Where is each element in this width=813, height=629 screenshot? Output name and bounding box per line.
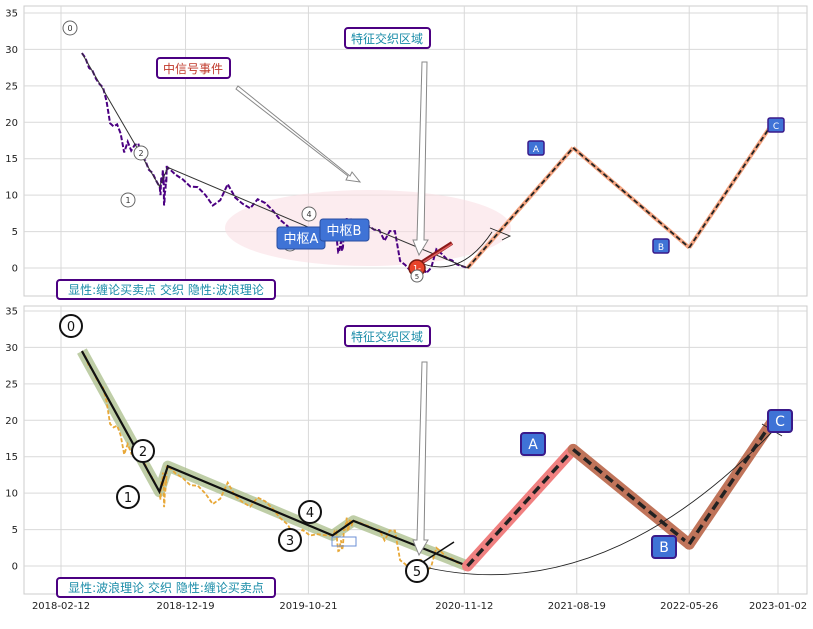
pivot-label-1: 1 [120,192,136,208]
y-tick-label: 0 [12,562,18,573]
swoosh-curve [419,431,773,576]
buy-point-label: 1- [413,264,421,273]
svg-text:A: A [533,145,540,155]
center-box-bottom [331,536,357,547]
x-tick-label: 2020-11-12 [435,601,493,612]
projection-label-c-bottom: C [767,409,793,433]
svg-text:5: 5 [413,565,421,580]
y-tick-label: 35 [5,9,18,20]
arc-tail [489,227,512,241]
x-tick-label: 2023-01-02 [749,601,807,612]
y-tick-label: 30 [5,343,18,354]
projection-segment [688,125,772,249]
pivot-label-0: 0 [62,20,78,36]
y-tick-label: 15 [5,452,18,463]
svg-text:显性:波浪理论 交织 隐性:缠论买卖点: 显性:波浪理论 交织 隐性:缠论买卖点 [68,580,264,595]
pivot-label-5: 5 [410,269,424,283]
pivot-label-5-bottom: 5 [405,559,429,583]
projection-segment [572,147,690,249]
zone-arrow-bottom [412,361,429,557]
x-tick-label: 2021-08-19 [548,601,606,612]
svg-text:1: 1 [124,491,132,506]
impulse-tick [419,541,455,565]
x-tick-label: 2022-05-26 [660,601,718,612]
feature-zone-label-top: 特征交织区域 [344,27,431,49]
pivot-label-2: 2 [133,145,149,161]
svg-text:2: 2 [139,445,147,460]
svg-text:5: 5 [415,273,419,281]
y-tick-label: 10 [5,191,18,202]
projection-segment [572,448,691,546]
svg-text:0: 0 [67,24,72,33]
projection-label-b-top: B [652,238,670,254]
zone-arrow-top [412,61,429,257]
svg-text:0: 0 [67,320,75,335]
projection-label-b-bottom: B [651,535,677,559]
feature-zone-label-bottom: 特征交织区域 [344,325,431,347]
wave-line-bottom [80,350,468,568]
projection-label-a-bottom: A [520,432,546,456]
y-tick-label: 20 [5,416,18,427]
svg-text:4: 4 [306,210,311,219]
svg-text:中枢B: 中枢B [327,224,362,239]
y-tick-label: 5 [12,227,18,238]
pivot-label-3-bottom: 3 [278,528,302,552]
x-tick-label: 2018-12-19 [156,601,214,612]
projection-label-a-top: A [527,140,545,156]
center-box-a: 中枢A [276,226,326,250]
wave-line [80,350,468,568]
footer-label-bottom: 显性:波浪理论 交织 隐性:缠论买卖点 [56,577,276,598]
svg-text:中枢A: 中枢A [284,232,319,247]
projection-label-c-top: C [767,117,785,133]
svg-text:A: A [528,437,538,453]
wave-line-top [81,52,468,269]
y-ticks-bottom: 0 5 10 15 20 25 30 35 [5,307,18,573]
svg-text:特征交织区域: 特征交织区域 [351,329,423,344]
svg-text:显性:缠论买卖点 交织 隐性:波浪理论: 显性:缠论买卖点 交织 隐性:波浪理论 [68,282,264,297]
svg-text:4: 4 [306,506,314,521]
svg-text:2: 2 [138,149,143,158]
x-tick-label: 2019-10-21 [279,601,337,612]
y-tick-label: 35 [5,307,18,318]
projection-segment [687,422,773,546]
y-tick-label: 5 [12,525,18,536]
y-tick-label: 10 [5,489,18,500]
svg-text:B: B [659,540,669,556]
y-tick-label: 25 [5,81,18,92]
arc-curve [417,231,493,268]
y-tick-label: 25 [5,379,18,390]
y-ticks-top: 0 5 10 15 20 25 30 35 [5,9,18,275]
y-tick-label: 30 [5,45,18,56]
footer-label-top: 显性:缠论买卖点 交织 隐性:波浪理论 [56,279,276,300]
signal-arrow [235,85,362,183]
wave-line [81,52,468,269]
y-tick-label: 20 [5,118,18,129]
projection-line-bottom [462,418,777,572]
svg-text:1: 1 [125,196,130,205]
y-tick-label: 15 [5,154,18,165]
svg-text:C: C [775,414,785,430]
svg-text:C: C [773,122,779,132]
pivot-label-4-bottom: 4 [298,500,322,524]
center-box-b: 中枢B [319,218,370,242]
grid-bottom [24,306,807,594]
pivot-label-0-bottom: 0 [59,314,83,338]
projection-line-top [465,124,773,270]
x-ticks-bottom: 2018-02-12 2018-12-19 2019-10-21 2020-11-12… [32,601,807,612]
projection-segment [466,448,575,568]
y-tick-label: 0 [12,264,18,275]
signal-event-label: 中信号事件 [156,57,231,79]
svg-text:B: B [658,243,664,253]
pivot-label-2-bottom: 2 [131,439,155,463]
pivot-label-1-bottom: 1 [116,485,140,509]
svg-text:特征交织区域: 特征交织区域 [351,31,423,46]
projection-segment [466,147,574,269]
svg-text:中信号事件: 中信号事件 [163,61,223,76]
x-tick-label: 2018-02-12 [32,601,90,612]
pivot-label-4: 4 [301,206,317,222]
svg-text:3: 3 [286,534,294,549]
